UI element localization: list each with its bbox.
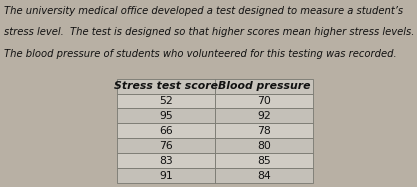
Bar xyxy=(215,153,313,168)
Bar xyxy=(215,108,313,123)
Text: 95: 95 xyxy=(159,111,173,121)
Text: 85: 85 xyxy=(257,156,271,166)
Bar xyxy=(215,79,313,94)
Bar xyxy=(117,153,215,168)
Text: 91: 91 xyxy=(159,171,173,181)
Bar xyxy=(117,108,215,123)
Text: 92: 92 xyxy=(257,111,271,121)
Text: Stress test score: Stress test score xyxy=(114,81,218,91)
Text: 83: 83 xyxy=(159,156,173,166)
Text: 52: 52 xyxy=(159,96,173,106)
Bar xyxy=(215,123,313,138)
Bar xyxy=(117,138,215,153)
Bar xyxy=(117,94,215,108)
Text: stress level.  The test is designed so that higher scores mean higher stress lev: stress level. The test is designed so th… xyxy=(4,27,414,37)
Bar xyxy=(215,138,313,153)
Text: 80: 80 xyxy=(257,141,271,151)
Text: 76: 76 xyxy=(159,141,173,151)
Text: 70: 70 xyxy=(257,96,271,106)
Text: 78: 78 xyxy=(257,126,271,136)
Bar xyxy=(215,168,313,183)
Text: 66: 66 xyxy=(159,126,173,136)
Text: The university medical office developed a test designed to measure a student’s: The university medical office developed … xyxy=(4,6,403,16)
Text: 84: 84 xyxy=(257,171,271,181)
Bar xyxy=(215,94,313,108)
Bar xyxy=(117,168,215,183)
Bar xyxy=(117,123,215,138)
Text: The blood pressure of students who volunteered for this testing was recorded.: The blood pressure of students who volun… xyxy=(4,49,397,59)
Bar xyxy=(117,79,215,94)
Text: Blood pressure: Blood pressure xyxy=(218,81,310,91)
